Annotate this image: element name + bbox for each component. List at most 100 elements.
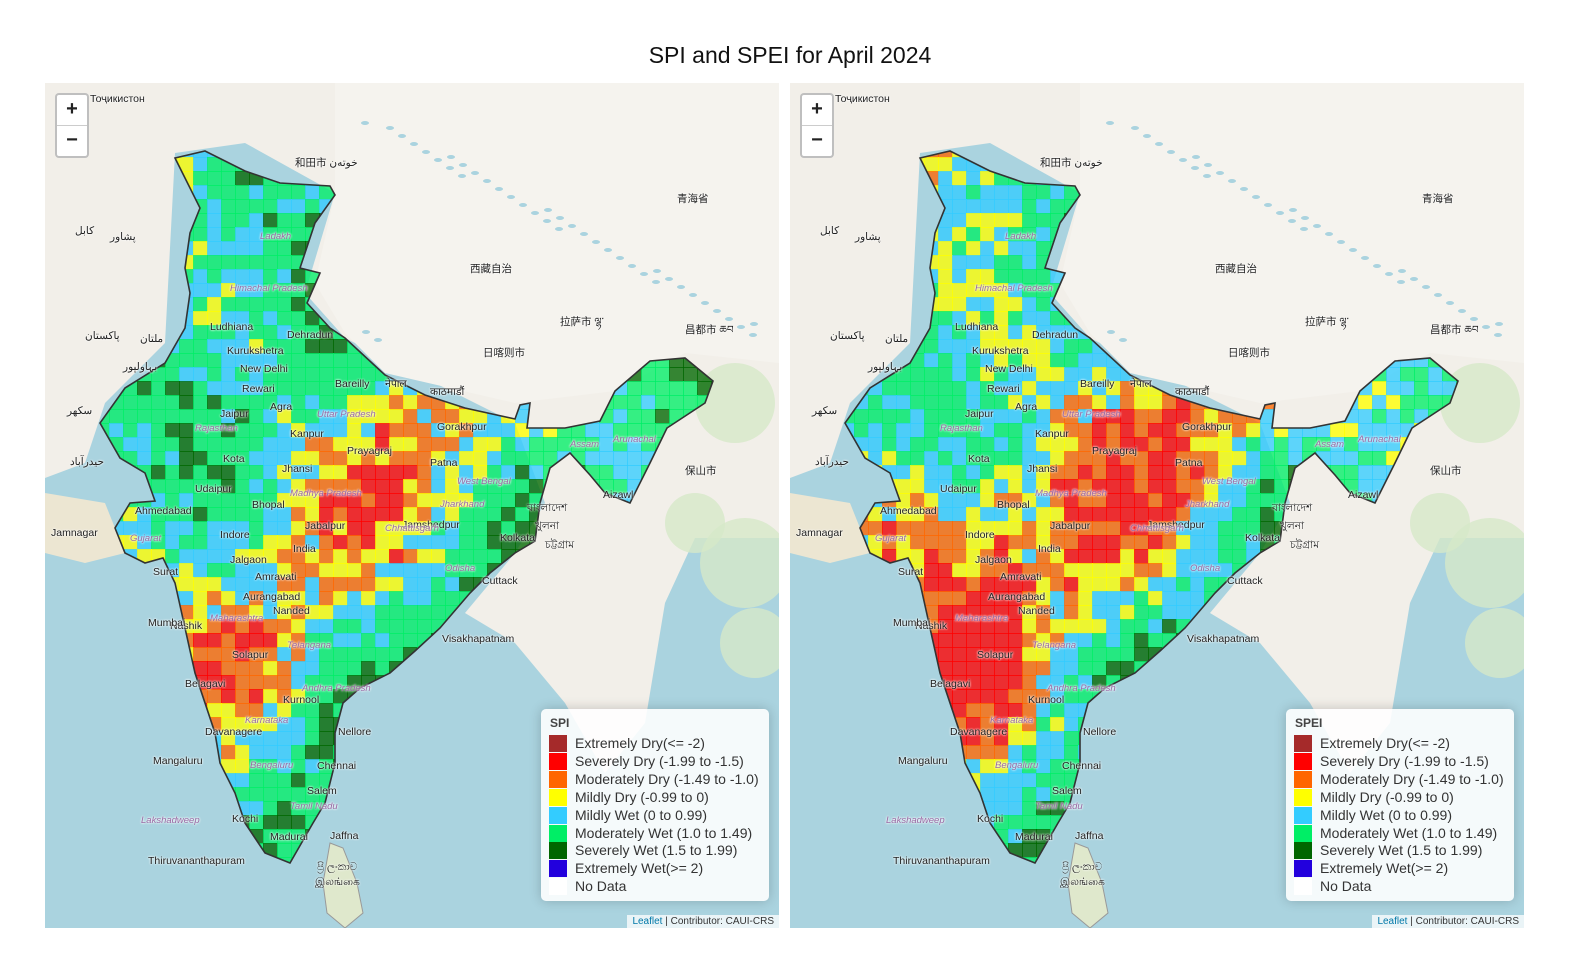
place-label: Tamil Nadu	[290, 801, 338, 812]
legend-swatch	[1294, 842, 1312, 860]
lake	[1300, 227, 1308, 231]
lake	[1107, 330, 1115, 334]
place-label: Rajasthan	[195, 423, 238, 434]
lake	[1204, 163, 1212, 167]
forest-patch	[1440, 363, 1520, 443]
place-label: New Delhi	[985, 363, 1033, 375]
place-label: Nellore	[338, 726, 372, 738]
place-label: Davanagere	[950, 726, 1008, 738]
lake	[386, 126, 394, 130]
lake	[1131, 126, 1139, 130]
place-label: Visakhapatnam	[442, 633, 515, 645]
legend-label: Mildly Dry (-0.99 to 0)	[1320, 788, 1454, 805]
place-label: Jamnagar	[796, 527, 843, 539]
place-label: Bareilly	[335, 378, 370, 390]
place-label: नेपाल	[1130, 378, 1152, 390]
legend-swatch	[1294, 860, 1312, 878]
place-label: Kanpur	[290, 428, 324, 440]
lake	[1337, 240, 1345, 244]
place-label: Aizawl	[603, 489, 634, 501]
lake	[410, 142, 418, 146]
place-label: Andhra Pradesh	[1047, 683, 1116, 694]
leaflet-link[interactable]: Leaflet	[1377, 916, 1408, 927]
contributor-text: | Contributor: CAUI-CRS	[665, 916, 774, 927]
legend-label: Moderately Wet (1.0 to 1.49)	[1320, 824, 1498, 841]
legend-label: Moderately Wet (1.0 to 1.49)	[575, 824, 753, 841]
legend-swatch	[549, 878, 567, 896]
place-label: Aurangabad	[988, 591, 1046, 603]
lake	[725, 317, 733, 321]
place-label: চট্টগ্রাম	[545, 539, 575, 551]
forest-patch	[700, 518, 779, 608]
place-label: Bhopal	[252, 499, 285, 511]
spei-map[interactable]: Тоҷикистон 和田市 خوتەن 青海省 西藏自治 拉萨市 ལྷ་ 日喀则市 昌都市…	[790, 83, 1524, 928]
place-label: Jamshedpur	[402, 519, 460, 531]
place-label: 青海省	[677, 193, 709, 205]
lake	[1325, 232, 1333, 236]
leaflet-link[interactable]: Leaflet	[632, 916, 663, 927]
legend-label: Mildly Wet (0 to 0.99)	[575, 806, 708, 823]
lake	[749, 333, 757, 337]
zoom-in-button[interactable]: +	[66, 98, 78, 120]
place-label: Gorakhpur	[437, 421, 487, 433]
lake	[459, 163, 467, 167]
lake	[555, 227, 563, 231]
place-label: India	[1038, 543, 1061, 555]
lake	[701, 301, 709, 305]
zoom-out-button[interactable]: −	[57, 125, 87, 156]
zoom-in-button[interactable]: +	[811, 98, 823, 120]
legend-swatch	[1294, 878, 1312, 896]
place-label: Arunachal	[1358, 434, 1401, 445]
lake	[1216, 171, 1224, 175]
plateau-area	[315, 83, 779, 403]
lake	[422, 150, 430, 154]
place-label: Odisha	[445, 563, 476, 574]
lake	[653, 269, 661, 273]
place-label: Himachal Pradesh	[230, 283, 308, 294]
place-label: ملتان	[885, 333, 909, 345]
place-label: Rajasthan	[940, 423, 983, 434]
place-label: Lakshadweep	[141, 815, 200, 826]
place-label: Surat	[153, 566, 179, 578]
place-label: Nashik	[915, 620, 948, 632]
lake	[1288, 219, 1296, 223]
legend-swatch	[549, 806, 567, 824]
place-label: Bareilly	[1080, 378, 1115, 390]
legend-label: Extremely Wet(>= 2)	[575, 860, 704, 877]
place-label: ප්‍රි ලංකාව	[317, 861, 358, 873]
place-label: Thiruvananthapuram	[148, 855, 245, 867]
place-label: Mangaluru	[898, 755, 948, 767]
place-label: پاکستان	[830, 330, 865, 342]
place-label: Udaipur	[195, 483, 232, 495]
place-label: খুলনা	[1280, 520, 1305, 532]
place-label: Patna	[430, 457, 458, 469]
place-label: Ladakh	[1005, 231, 1037, 242]
attribution: Leaflet | Contributor: CAUI-CRS	[627, 915, 779, 928]
place-label: Jhansi	[282, 463, 313, 475]
spi-map[interactable]: Тоҷикистон 和田市 خوتەن 青海省 西藏自治 拉萨市 ལྷ་ 日喀则市 昌都市…	[45, 83, 779, 928]
place-label: 日喀则市	[483, 347, 525, 359]
lake	[1143, 134, 1151, 138]
place-label: Amravati	[1000, 571, 1042, 583]
legend-swatch	[549, 770, 567, 788]
legend-title: SPI	[550, 716, 570, 730]
zoom-out-button[interactable]: −	[802, 125, 832, 156]
place-label: Telangana	[1032, 640, 1077, 651]
forest-patch	[665, 493, 725, 553]
place-label: Nashik	[170, 620, 203, 632]
place-label: Uttar Pradesh	[1062, 409, 1121, 420]
forest-patch	[720, 608, 779, 678]
legend-label: Mildly Dry (-0.99 to 0)	[575, 788, 709, 805]
lake	[652, 280, 660, 284]
place-label: 保山市	[1430, 465, 1462, 477]
lake	[1276, 211, 1284, 215]
lake	[737, 325, 745, 329]
place-label: Assam	[570, 439, 600, 450]
place-label: Uttar Pradesh	[317, 409, 376, 420]
legend-swatch	[1294, 752, 1312, 770]
legend-swatch	[549, 860, 567, 878]
lake	[1301, 216, 1309, 220]
place-label: Madurai	[270, 831, 308, 843]
lake	[361, 121, 369, 125]
india-border	[99, 150, 714, 865]
